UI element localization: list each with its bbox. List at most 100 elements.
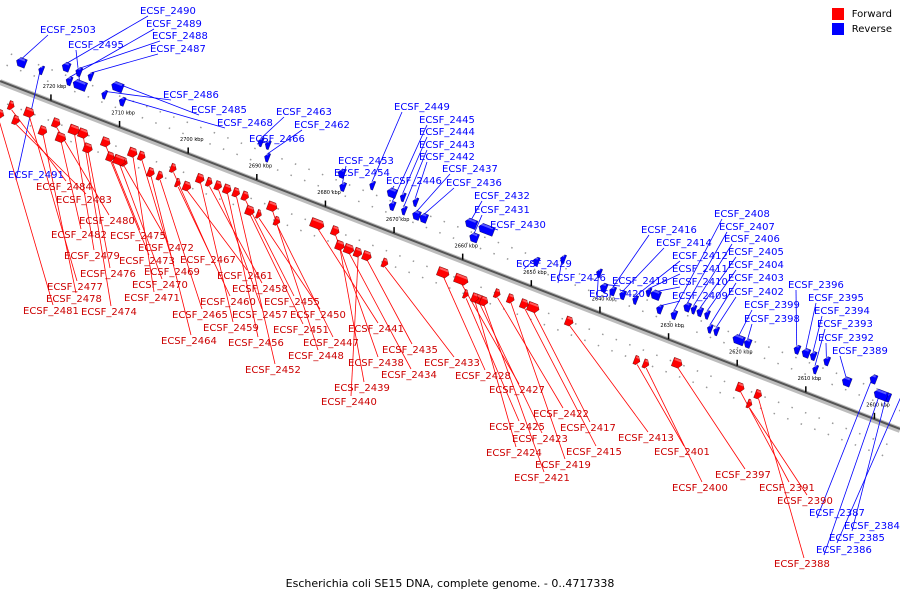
reverse-leader-line	[673, 218, 723, 312]
forward-gene-label: ECSF_2401	[654, 447, 710, 458]
reverse-leader-line	[415, 173, 451, 213]
reverse-gene-label: ECSF_2426	[550, 273, 606, 284]
forward-gene-label: ECSF_2452	[245, 365, 301, 376]
reverse-leader-line	[402, 136, 428, 195]
forward-gene-ecsf_2440	[352, 246, 363, 258]
forward-gene-ecsf_2465	[155, 170, 164, 181]
forward-leader-line	[245, 200, 295, 297]
reverse-leader-line	[473, 214, 483, 235]
forward-gene-ecsf_2464	[146, 166, 155, 178]
forward-leader-line	[510, 302, 566, 460]
forward-gene-ecsf_2419	[505, 293, 515, 304]
reverse-gene-ecsf_2411	[645, 287, 653, 298]
reverse-leader-line	[68, 28, 155, 79]
forward-leader-line	[218, 189, 263, 310]
forward-gene-label: ECSF_2474	[81, 307, 137, 318]
forward-gene-ecsf_2455	[240, 190, 249, 201]
axis-tick-label: 2690 kbp	[249, 164, 273, 170]
forward-gene-ecsf_2479	[67, 123, 80, 136]
axis-tick: 2640 kbp	[592, 296, 615, 313]
reverse-gene-ecsf_2420	[596, 268, 603, 279]
forward-leader-line	[249, 214, 304, 325]
reverse-leader-line	[391, 124, 428, 203]
reverse-gene-label: ECSF_2466	[249, 134, 305, 145]
forward-gene-label: ECSF_2460	[200, 297, 256, 308]
reverse-gene-ecsf_2462	[264, 153, 271, 163]
forward-gene-ecsf_2475	[99, 136, 111, 148]
forward-gene-label: ECSF_2469	[144, 267, 200, 278]
forward-leader-line	[317, 227, 379, 324]
forward-gene-label: ECSF_2447	[303, 338, 359, 349]
forward-gene-label: ECSF_2455	[264, 297, 320, 308]
forward-leader-line	[339, 249, 365, 383]
reverse-gene-label: ECSF_2503	[40, 25, 96, 36]
forward-gene-label: ECSF_2476	[80, 269, 136, 280]
forward-gene-label: ECSF_2457	[232, 310, 288, 321]
forward-gene-label: ECSF_2484	[36, 182, 92, 193]
forward-gene-ecsf_2424	[470, 292, 479, 303]
reverse-gene-label: ECSF_2418	[612, 276, 668, 287]
forward-gene-ecsf_2452	[231, 187, 240, 198]
forward-leader-line	[443, 276, 486, 371]
reverse-leader-line	[65, 15, 149, 65]
forward-gene-label: ECSF_2475	[110, 231, 166, 242]
reverse-gene-ecsf_2395	[801, 347, 812, 359]
reverse-gene-ecsf_2418	[599, 282, 609, 294]
forward-gene-label: ECSF_2438	[348, 358, 404, 369]
reverse-leader-line	[795, 289, 798, 347]
reverse-gene-label: ECSF_2445	[419, 115, 475, 126]
reverse-gene-ecsf_2454	[337, 168, 347, 179]
reverse-gene-label: ECSF_2495	[68, 40, 124, 51]
forward-gene-label: ECSF_2459	[203, 323, 259, 334]
forward-gene-label: ECSF_2422	[533, 409, 589, 420]
reverse-gene-ecsf_2416	[609, 286, 618, 297]
legend: Forward Reverse	[831, 8, 892, 38]
forward-gene-label: ECSF_2465	[172, 310, 228, 321]
reverse-gene-label: ECSF_2446	[386, 176, 442, 187]
reverse-gene-label: ECSF_2416	[641, 225, 697, 236]
axis-tick: 2630 kbp	[660, 323, 684, 340]
forward-gene-ecsf_2476	[82, 142, 93, 154]
axis-tick-label: 2710 kbp	[111, 111, 135, 117]
forward-gene-ecsf_2471	[126, 146, 138, 158]
reverse-gene-label: ECSF_2389	[832, 346, 888, 357]
forward-gene-ecsf_2477	[23, 106, 35, 118]
guide-track	[0, 113, 890, 459]
reverse-gene-ecsf_2393	[812, 364, 820, 375]
forward-gene-label: ECSF_2424	[486, 448, 542, 459]
reverse-leader-line	[470, 200, 483, 221]
forward-genes	[0, 100, 762, 409]
reverse-gene-ecsf_2468	[118, 96, 127, 107]
forward-gene-ecsf_2481	[0, 106, 4, 119]
reverse-gene-ecsf_2406	[690, 305, 698, 315]
reverse-gene-label: ECSF_2431	[474, 205, 530, 216]
reverse-leader-line	[90, 53, 159, 74]
forward-gene-ecsf_2478	[37, 125, 48, 136]
forward-leader-line	[200, 182, 234, 323]
forward-gene-label: ECSF_2458	[232, 284, 288, 295]
reverse-leader-line	[692, 243, 733, 307]
reverse-gene-ecsf_2466	[265, 140, 272, 150]
forward-gene-label: ECSF_2388	[774, 559, 830, 570]
reverse-gene-label: ECSF_2387	[809, 508, 865, 519]
reverse-gene-label: ECSF_2462	[294, 120, 350, 131]
forward-gene-ecsf_2457	[213, 180, 222, 191]
forward-gene-ecsf_2397	[671, 357, 683, 369]
reverse-gene-ecsf_2403	[707, 324, 714, 334]
reverse-gene-label: ECSF_2406	[724, 234, 780, 245]
forward-leader-line	[110, 160, 150, 256]
reverse-leader-line	[823, 391, 881, 556]
reverse-gene-label: ECSF_2430	[490, 220, 546, 231]
reverse-gene-label: ECSF_2409	[672, 291, 728, 302]
reverse-gene-label: ECSF_2398	[744, 314, 800, 325]
forward-gene-label: ECSF_2435	[382, 345, 438, 356]
reverse-gene-label: ECSF_2384	[844, 521, 900, 532]
forward-leader-line	[645, 367, 703, 483]
forward-leader-line	[141, 160, 175, 267]
forward-gene-label: ECSF_2464	[161, 336, 217, 347]
forward-gene-label: ECSF_2413	[618, 433, 674, 444]
forward-gene-ecsf_2474	[77, 127, 89, 139]
axis-tick: 2720 kbp	[43, 84, 66, 101]
forward-gene-ecsf_2438	[329, 225, 340, 236]
